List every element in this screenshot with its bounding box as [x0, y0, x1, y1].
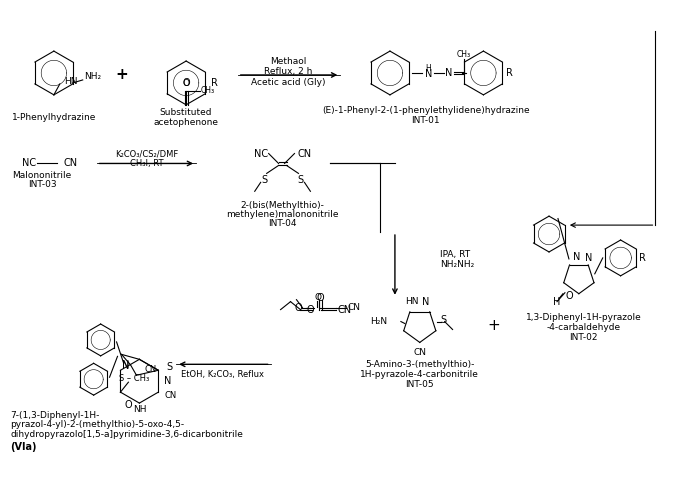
- Text: S: S: [262, 175, 268, 185]
- Text: NC: NC: [22, 158, 36, 169]
- Text: NH₂: NH₂: [84, 72, 101, 82]
- Text: N: N: [122, 360, 129, 370]
- Text: CN: CN: [413, 348, 426, 357]
- Text: -4-carbaldehyde: -4-carbaldehyde: [547, 323, 621, 332]
- Text: HN: HN: [405, 297, 419, 306]
- Text: S: S: [166, 362, 173, 372]
- Text: Acetic acid (Gly): Acetic acid (Gly): [251, 78, 326, 87]
- Text: CN: CN: [348, 303, 360, 312]
- Text: N: N: [422, 296, 429, 307]
- Text: S: S: [297, 175, 303, 185]
- Text: R: R: [506, 68, 512, 78]
- Text: EtOH, K₂CO₃, Reflux: EtOH, K₂CO₃, Reflux: [182, 370, 264, 379]
- Text: H₂N: H₂N: [370, 317, 387, 326]
- Text: HN: HN: [64, 77, 77, 87]
- Text: (VIa): (VIa): [10, 442, 36, 452]
- Text: +: +: [487, 318, 500, 333]
- Text: CN: CN: [64, 158, 78, 169]
- Text: O: O: [315, 293, 322, 302]
- Text: CN: CN: [337, 305, 351, 314]
- Text: NC: NC: [253, 149, 268, 158]
- Text: Malononitrile: Malononitrile: [12, 171, 71, 180]
- Text: N: N: [425, 69, 432, 79]
- Text: O: O: [183, 79, 190, 88]
- Text: S – CH₃: S – CH₃: [119, 374, 149, 382]
- Text: O: O: [316, 293, 324, 303]
- Text: S: S: [440, 314, 447, 325]
- Text: H: H: [553, 296, 561, 307]
- Text: R: R: [639, 253, 646, 263]
- Text: O: O: [125, 400, 132, 410]
- Text: Reflux, 2 h: Reflux, 2 h: [264, 68, 313, 76]
- Text: N: N: [585, 253, 593, 263]
- Text: INT-04: INT-04: [269, 219, 297, 227]
- Text: 5-Amino-3-(methylthio)-: 5-Amino-3-(methylthio)-: [365, 360, 475, 369]
- Text: 2-(bis(Methylthio)-: 2-(bis(Methylthio)-: [240, 201, 325, 210]
- Text: CN: CN: [297, 149, 312, 158]
- Text: Substituted
acetophenone: Substituted acetophenone: [153, 108, 219, 127]
- Text: NH: NH: [133, 404, 146, 414]
- Text: dihydropyrazolo[1,5-a]pyrimidine-3,6-dicarbonitrile: dihydropyrazolo[1,5-a]pyrimidine-3,6-dic…: [10, 431, 243, 439]
- Text: INT-02: INT-02: [570, 333, 598, 342]
- Text: K₂CO₃/CS₂/DMF: K₂CO₃/CS₂/DMF: [114, 149, 178, 158]
- Text: O: O: [182, 78, 190, 88]
- Text: H: H: [425, 64, 431, 72]
- Text: methylene)malononitrile: methylene)malononitrile: [226, 209, 339, 219]
- Text: Methaol: Methaol: [271, 56, 307, 66]
- Text: O: O: [307, 305, 314, 314]
- Text: (E)-1-Phenyl-2-(1-phenylethylidene)hydrazine: (E)-1-Phenyl-2-(1-phenylethylidene)hydra…: [322, 106, 530, 115]
- Text: CN: CN: [145, 365, 156, 374]
- Text: O: O: [565, 291, 573, 301]
- Text: INT-01: INT-01: [412, 116, 440, 125]
- Text: 1-Phenylhydrazine: 1-Phenylhydrazine: [12, 113, 96, 122]
- Text: O: O: [295, 303, 302, 312]
- Text: CH₃: CH₃: [201, 87, 215, 95]
- Text: N: N: [122, 361, 129, 371]
- Text: N: N: [164, 376, 172, 386]
- Text: CN: CN: [164, 391, 177, 399]
- Text: CH₃I, RT: CH₃I, RT: [129, 159, 163, 168]
- Text: INT-05: INT-05: [406, 380, 434, 389]
- Text: IPA, RT: IPA, RT: [440, 250, 470, 260]
- Text: +: +: [115, 68, 128, 83]
- Text: pyrazol-4-yl)-2-(methylthio)-5-oxo-4,5-: pyrazol-4-yl)-2-(methylthio)-5-oxo-4,5-: [10, 420, 184, 430]
- Text: 1,3-Diphenyl-1H-pyrazole: 1,3-Diphenyl-1H-pyrazole: [526, 313, 642, 322]
- Text: N: N: [445, 68, 452, 78]
- Text: 1H-pyrazole-4-carbonitrile: 1H-pyrazole-4-carbonitrile: [360, 370, 479, 379]
- Text: 7-(1,3-Diphenyl-1H-: 7-(1,3-Diphenyl-1H-: [10, 411, 99, 419]
- Text: NH₂NH₂: NH₂NH₂: [440, 260, 474, 269]
- Text: INT-03: INT-03: [27, 180, 56, 189]
- Text: R: R: [210, 78, 217, 88]
- Text: CH₃: CH₃: [456, 50, 471, 59]
- Text: N: N: [573, 252, 581, 262]
